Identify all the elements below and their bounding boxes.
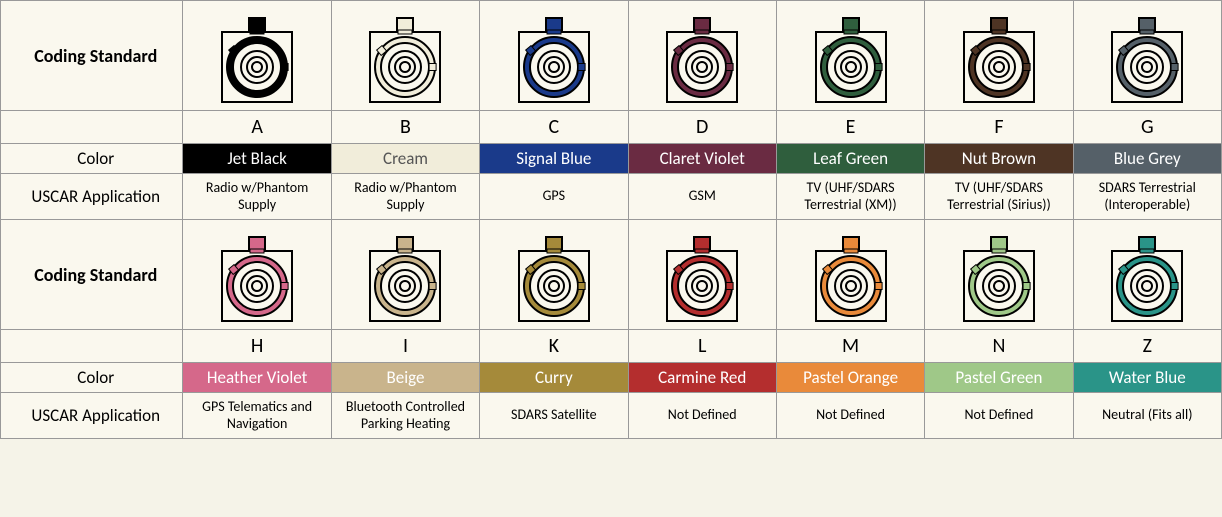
connector-cell	[628, 1, 776, 111]
code-letter: A	[183, 111, 331, 144]
blank-label	[1, 111, 183, 144]
connector-cell	[925, 1, 1073, 111]
color-swatch: Pastel Green	[925, 363, 1073, 393]
code-letter: E	[776, 111, 924, 144]
connector-cell	[776, 220, 924, 330]
connector-cell	[628, 220, 776, 330]
application-cell: TV (UHF/SDARS Terrestrial (XM))	[776, 174, 924, 220]
connector-icon	[355, 9, 455, 107]
code-letter: Z	[1073, 330, 1221, 363]
connector-cell	[776, 1, 924, 111]
connector-icon	[207, 228, 307, 326]
application-cell: GSM	[628, 174, 776, 220]
connector-icon	[504, 228, 604, 326]
application-cell: Radio w/Phantom Supply	[183, 174, 331, 220]
uscar-application-label: USCAR Application	[1, 174, 183, 220]
connector-icon	[1097, 228, 1197, 326]
code-letter: H	[183, 330, 331, 363]
connector-icon	[801, 228, 901, 326]
connector-icon	[207, 9, 307, 107]
code-letter: B	[331, 111, 479, 144]
color-swatch: Claret Violet	[628, 144, 776, 174]
application-cell: Not Defined	[925, 393, 1073, 439]
color-label: Color	[1, 144, 183, 174]
application-cell: SDARS Satellite	[480, 393, 628, 439]
connector-icon	[1097, 9, 1197, 107]
application-cell: Bluetooth Controlled Parking Heating	[331, 393, 479, 439]
connector-icon	[652, 228, 752, 326]
connector-icon	[355, 228, 455, 326]
application-cell: Not Defined	[628, 393, 776, 439]
color-swatch: Water Blue	[1073, 363, 1221, 393]
application-cell: Neutral (Fits all)	[1073, 393, 1221, 439]
color-swatch: Cream	[331, 144, 479, 174]
color-swatch: Pastel Orange	[776, 363, 924, 393]
connector-icon	[949, 9, 1049, 107]
application-cell: GPS Telematics and Navigation	[183, 393, 331, 439]
color-swatch: Curry	[480, 363, 628, 393]
coding-standard-label: Coding Standard	[1, 1, 183, 111]
coding-standard-table: Coding StandardABCDEFGColorJet BlackCrea…	[0, 0, 1222, 439]
color-swatch: Carmine Red	[628, 363, 776, 393]
application-cell: Radio w/Phantom Supply	[331, 174, 479, 220]
connector-cell	[480, 220, 628, 330]
application-cell: GPS	[480, 174, 628, 220]
connector-cell	[480, 1, 628, 111]
color-swatch: Signal Blue	[480, 144, 628, 174]
code-letter: G	[1073, 111, 1221, 144]
application-cell: TV (UHF/SDARS Terrestrial (Sirius))	[925, 174, 1073, 220]
connector-icon	[949, 228, 1049, 326]
connector-cell	[183, 1, 331, 111]
code-letter: L	[628, 330, 776, 363]
application-cell: SDARS Terrestrial (Interoperable)	[1073, 174, 1221, 220]
color-swatch: Blue Grey	[1073, 144, 1221, 174]
color-swatch: Jet Black	[183, 144, 331, 174]
connector-cell	[1073, 220, 1221, 330]
color-swatch: Leaf Green	[776, 144, 924, 174]
code-letter: D	[628, 111, 776, 144]
connector-cell	[925, 220, 1073, 330]
connector-cell	[1073, 1, 1221, 111]
coding-standard-label: Coding Standard	[1, 220, 183, 330]
connector-icon	[801, 9, 901, 107]
connector-icon	[652, 9, 752, 107]
color-swatch: Nut Brown	[925, 144, 1073, 174]
color-label: Color	[1, 363, 183, 393]
code-letter: C	[480, 111, 628, 144]
code-letter: N	[925, 330, 1073, 363]
application-cell: Not Defined	[776, 393, 924, 439]
connector-cell	[331, 1, 479, 111]
blank-label	[1, 330, 183, 363]
code-letter: I	[331, 330, 479, 363]
color-swatch: Beige	[331, 363, 479, 393]
code-letter: M	[776, 330, 924, 363]
uscar-application-label: USCAR Application	[1, 393, 183, 439]
connector-cell	[331, 220, 479, 330]
color-swatch: Heather Violet	[183, 363, 331, 393]
code-letter: F	[925, 111, 1073, 144]
code-letter: K	[480, 330, 628, 363]
connector-cell	[183, 220, 331, 330]
connector-icon	[504, 9, 604, 107]
